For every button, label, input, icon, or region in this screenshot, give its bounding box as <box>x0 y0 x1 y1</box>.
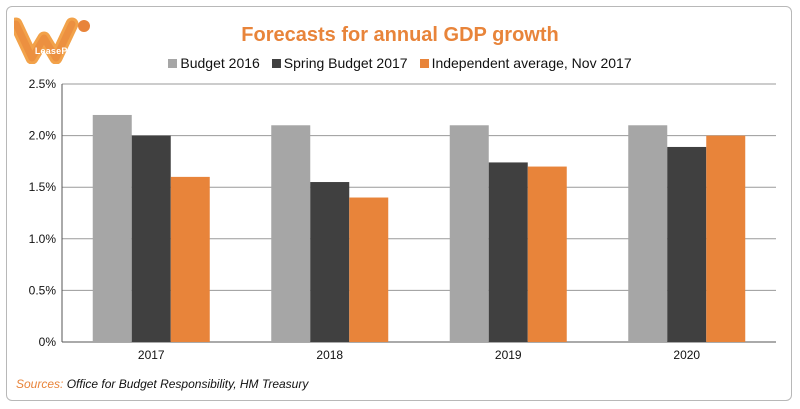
legend-swatch <box>271 58 281 68</box>
y-tick-label: 1.0% <box>29 232 57 246</box>
y-tick-label: 0% <box>39 335 57 349</box>
legend-item-independent-average: Independent average, Nov 2017 <box>419 55 632 71</box>
y-tick-label: 2.5% <box>29 77 57 91</box>
bar-2020-series-2 <box>706 135 746 342</box>
x-tick-label: 2018 <box>316 348 343 362</box>
bar-2019-series-0 <box>449 125 489 342</box>
bar-2018-series-0 <box>271 125 311 342</box>
bar-2017-series-1 <box>131 135 171 342</box>
bar-2017-series-2 <box>170 176 210 342</box>
sources-text: Office for Budget Responsibility, HM Tre… <box>66 377 309 391</box>
bar-2018-series-1 <box>310 182 350 342</box>
bar-2020-series-1 <box>667 146 707 342</box>
bar-2017-series-0 <box>92 114 132 343</box>
legend-swatch <box>419 58 429 68</box>
y-tick-label: 2.0% <box>29 129 57 143</box>
y-tick-label: 1.5% <box>29 180 57 194</box>
logo-text: LeasePlan <box>34 46 82 56</box>
x-tick-label: 2017 <box>138 348 165 362</box>
x-tick-label: 2020 <box>673 348 700 362</box>
bar-2020-series-0 <box>628 125 668 342</box>
sources-label: Sources: <box>16 377 64 391</box>
legend-swatch <box>168 58 178 68</box>
chart-title: Forecasts for annual GDP growth <box>241 24 559 46</box>
bar-2019-series-1 <box>488 162 528 342</box>
x-tick-label: 2019 <box>495 348 522 362</box>
sources-note: Sources: Office for Budget Responsibilit… <box>16 377 308 391</box>
legend: Budget 2016 Spring Budget 2017 Independe… <box>0 55 800 71</box>
y-tick-label: 0.5% <box>29 283 57 297</box>
bar-2019-series-2 <box>527 166 567 342</box>
legend-label: Budget 2016 <box>180 55 260 71</box>
legend-item-budget-2016: Budget 2016 <box>168 55 260 71</box>
legend-item-spring-budget-2017: Spring Budget 2017 <box>271 55 408 71</box>
bar-2018-series-2 <box>349 197 389 342</box>
leaseplan-logo: LeasePlan <box>9 14 96 65</box>
legend-label: Independent average, Nov 2017 <box>431 55 632 71</box>
legend-label: Spring Budget 2017 <box>283 55 408 71</box>
